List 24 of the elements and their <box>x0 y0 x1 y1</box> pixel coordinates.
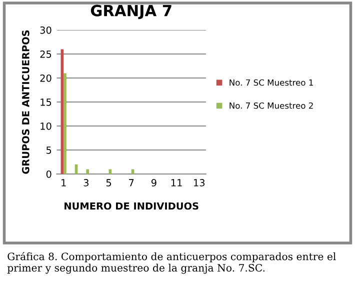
text: Gráfica 8. Comportamiento de anticuerpos comparados entre el primer y segundo muestreo de la granja No. 7.SC. <box>7 252 336 274</box>
legend-label: No. 7 SC Muestreo 1 <box>230 79 313 86</box>
y-tick-label: 0 <box>46 170 52 178</box>
bar <box>64 73 66 174</box>
legend-label: No. 7 SC Muestreo 2 <box>230 102 313 109</box>
x-tick-label: 3 <box>84 179 88 186</box>
y-tick-label: 10 <box>40 122 52 130</box>
bar <box>86 169 89 174</box>
y-tick-label: 30 <box>40 26 52 34</box>
bar <box>108 169 112 174</box>
x-tick-label: 13 <box>194 179 205 186</box>
chart-title: GRANJA 7 <box>90 4 172 20</box>
y-tick-label: 15 <box>40 98 52 106</box>
x-axis-title: NUMERO DE INDIVIDUOS <box>64 202 198 210</box>
y-tick-label: 20 <box>40 74 52 82</box>
x-tick-label: 11 <box>171 179 182 186</box>
y-tick-label: 5 <box>46 146 52 154</box>
x-tick-label: 5 <box>106 179 112 186</box>
bar <box>131 169 134 174</box>
x-tick-label: 7 <box>129 179 134 186</box>
y-tick-label: 25 <box>40 50 52 58</box>
x-tick-label: 1 <box>62 179 66 186</box>
y-axis-title: GRUPOS DE ANTICUERPOS <box>22 30 30 174</box>
x-tick-label: 9 <box>151 179 156 186</box>
